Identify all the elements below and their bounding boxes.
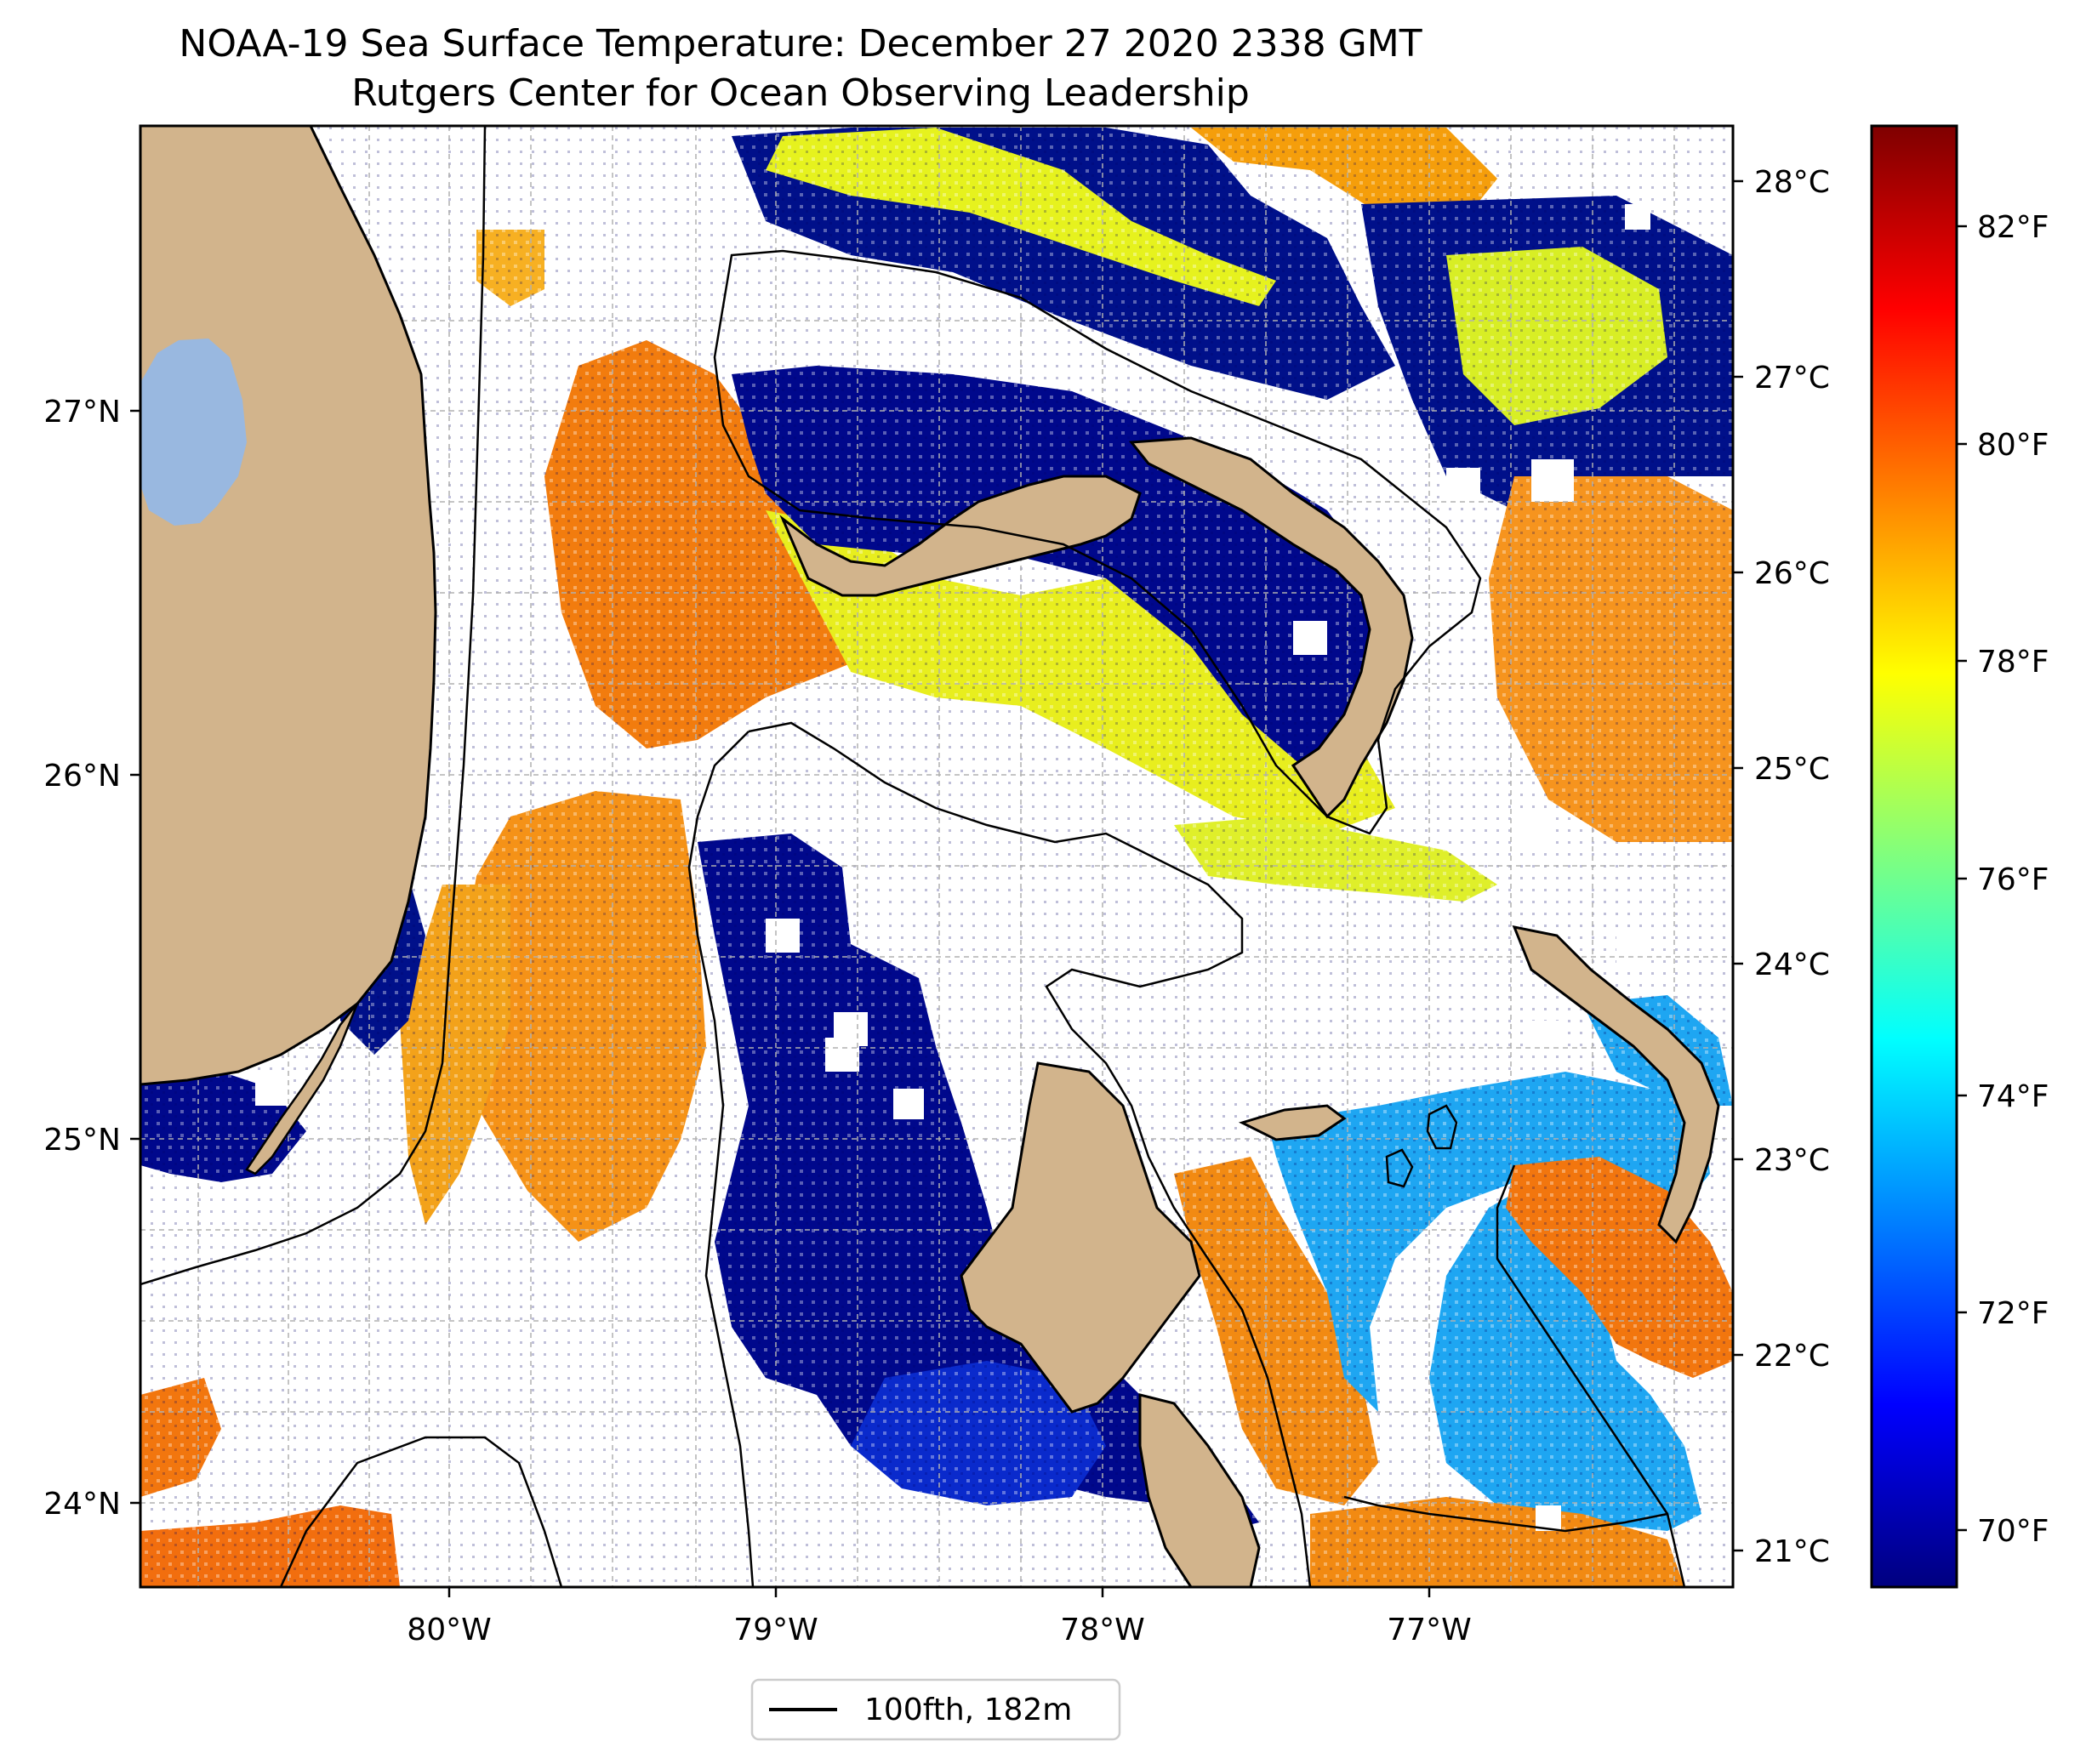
y-tick-label-27n: 27°N	[43, 395, 121, 430]
fahrenheit-label-70: 70°F	[1977, 1514, 2049, 1549]
celsius-axis: 28°C 27°C 26°C 25°C 24°C 23°C 22°C 21°C	[1733, 165, 1830, 1569]
isobath-bank-west-edge	[687, 731, 755, 1587]
andros-island	[960, 1061, 1201, 1414]
sst-map: 80°W 79°W 78°W 77°W 27°N 26°N 25°N 24°N	[43, 124, 1735, 1647]
andros-south-islands	[1138, 1393, 1261, 1587]
eleuthera-island	[1512, 925, 1720, 1244]
x-tick-label-80w: 80°W	[407, 1613, 491, 1647]
isobath-tongue-of-ocean	[1343, 1495, 1686, 1587]
abaco-island	[1129, 436, 1414, 819]
fahrenheit-label-82: 82°F	[1977, 210, 2049, 245]
lake-okeechobee	[140, 339, 247, 526]
sst-field	[140, 126, 1733, 1587]
fahrenheit-label-76: 76°F	[1977, 862, 2049, 897]
x-tick-label-79w: 79°W	[733, 1613, 818, 1647]
land	[140, 126, 1720, 1587]
isobath-hole-2	[1385, 1148, 1414, 1188]
x-tick-label-78w: 78°W	[1060, 1613, 1144, 1647]
isobath-little-bahama-bank	[713, 249, 1482, 835]
legend-label: 100fth, 182m	[864, 1693, 1072, 1727]
isobath-exuma	[1496, 1164, 1669, 1515]
map-subtitle: Rutgers Center for Ocean Observing Leade…	[351, 71, 1250, 115]
grand-bahama-island	[779, 475, 1142, 597]
isobath-great-bahama-bank	[748, 721, 1312, 1587]
fahrenheit-label-74: 74°F	[1977, 1079, 2049, 1114]
legend-box	[750, 1678, 1121, 1741]
fahrenheit-label-78: 78°F	[1977, 645, 2049, 680]
x-axis	[447, 1587, 1431, 1597]
celsius-label-21: 21°C	[1754, 1534, 1830, 1569]
celsius-label-26: 26°C	[1754, 556, 1830, 591]
colorbar: 82°F 80°F 78°F 76°F 74°F 72°F 70°F	[1870, 124, 2049, 1589]
celsius-label-24: 24°C	[1754, 947, 1830, 982]
celsius-label-27: 27°C	[1754, 361, 1830, 395]
celsius-label-25: 25°C	[1754, 752, 1830, 787]
y-tick-label-25n: 25°N	[43, 1123, 121, 1158]
isobath-south-florida	[279, 1436, 563, 1587]
fahrenheit-label-72: 72°F	[1977, 1296, 2049, 1331]
map-frame	[139, 124, 1735, 1589]
y-tick-label-26n: 26°N	[43, 759, 121, 794]
florida-keys	[245, 1003, 359, 1175]
celsius-label-28: 28°C	[1754, 165, 1830, 200]
fahrenheit-label-80: 80°F	[1977, 428, 2049, 463]
celsius-label-22: 22°C	[1754, 1339, 1830, 1374]
isobath-100fth	[140, 126, 1686, 1587]
map-title: NOAA-19 Sea Surface Temperature: Decembe…	[179, 22, 1422, 65]
y-axis	[130, 409, 140, 1505]
isobath-hole-1	[1426, 1104, 1458, 1150]
y-tick-label-24n: 24°N	[43, 1487, 121, 1522]
new-providence-island	[1238, 1104, 1347, 1141]
isobath-florida-shelf	[140, 126, 487, 1286]
colorbar-gradient	[1870, 124, 1958, 1589]
celsius-label-23: 23°C	[1754, 1143, 1830, 1178]
x-tick-label-77w: 77°W	[1387, 1613, 1471, 1647]
legend: 100fth, 182m	[750, 1678, 1121, 1741]
